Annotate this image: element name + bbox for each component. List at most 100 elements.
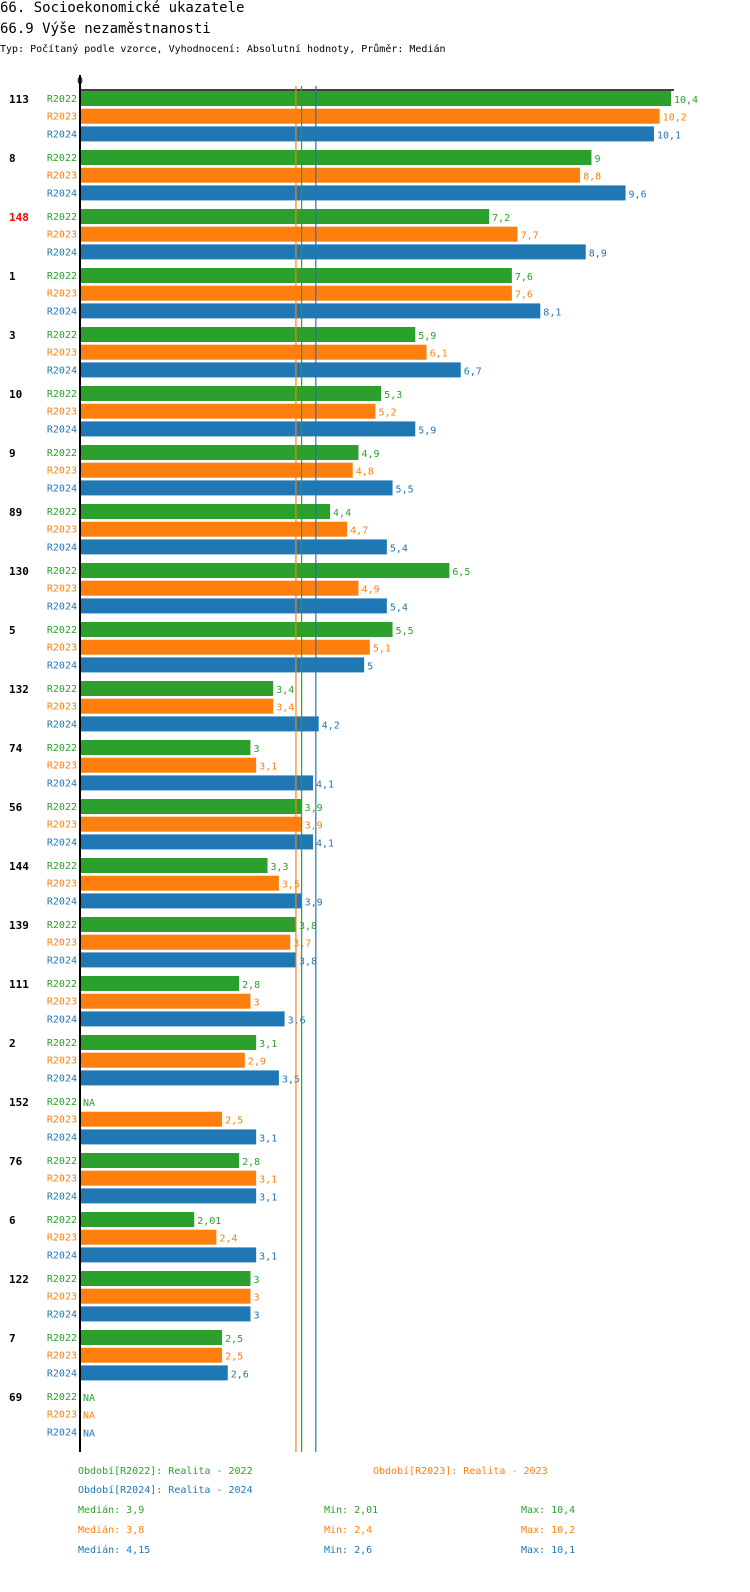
value-label: 2,01: [197, 1216, 221, 1227]
series-label: R2024: [47, 778, 77, 789]
group-label: 144: [9, 860, 29, 873]
bar-r2022: [80, 858, 268, 873]
series-label: R2024: [47, 306, 77, 317]
value-label: 5,4: [390, 602, 408, 613]
value-label: 5: [367, 661, 373, 672]
group-label: 10: [9, 388, 22, 401]
value-label: 3,8: [299, 956, 317, 967]
group-label: 76: [9, 1155, 23, 1168]
group-label: 8: [9, 152, 16, 165]
value-label: 3: [253, 1293, 259, 1304]
series-label: R2022: [47, 861, 77, 872]
value-label: 3,4: [276, 703, 294, 714]
series-label: R2022: [47, 1097, 77, 1108]
bar-r2023: [80, 1111, 223, 1127]
bar-r2023: [80, 1288, 251, 1304]
legend-min-r2023: Min: 2,4: [324, 1525, 373, 1536]
value-label: 3,1: [259, 1175, 277, 1186]
value-label: 5,5: [396, 484, 414, 495]
bar-r2023: [80, 1229, 217, 1245]
value-label: 2,5: [225, 1334, 243, 1345]
group-label: 56: [9, 801, 23, 814]
series-label: R2024: [47, 483, 77, 494]
bar-r2024: [80, 657, 365, 673]
value-label: 7,6: [515, 272, 533, 283]
bar-r2024: [80, 185, 626, 201]
value-label: 3,9: [305, 821, 323, 832]
group-label: 130: [9, 565, 29, 578]
value-label: 3,9: [305, 897, 323, 908]
series-label: R2024: [47, 837, 77, 848]
series-label: R2024: [47, 660, 77, 671]
value-label: 2,4: [219, 1234, 237, 1245]
value-label: 2,8: [242, 1157, 260, 1168]
group-label: 1: [9, 270, 16, 283]
group-label: 7: [9, 1332, 16, 1345]
bar-r2023: [80, 816, 302, 832]
bar-r2023: [80, 698, 274, 714]
bar-r2024: [80, 480, 393, 496]
bar-r2022: [80, 1330, 223, 1345]
legend-min-r2022: Min: 2,01: [324, 1505, 379, 1516]
group-label: 132: [9, 683, 29, 696]
series-label: R2024: [47, 247, 77, 258]
bar-r2022: [80, 445, 359, 460]
value-label: 2,8: [242, 980, 260, 991]
series-label: R2023: [47, 938, 77, 949]
bar-r2024: [80, 362, 461, 378]
bar-r2023: [80, 167, 581, 183]
value-label: 5,1: [373, 644, 391, 655]
value-label: 3,1: [259, 1039, 277, 1050]
bar-r2024: [80, 893, 302, 909]
series-label: R2023: [47, 171, 77, 182]
bar-r2023: [80, 226, 518, 242]
series-label: R2024: [47, 719, 77, 730]
bar-r2022: [80, 799, 302, 814]
group-label: 89: [9, 506, 22, 519]
series-label: R2022: [47, 625, 77, 636]
series-label: R2024: [47, 601, 77, 612]
value-label: 4,8: [356, 467, 374, 478]
legend-max-r2022: Max: 10,4: [521, 1505, 576, 1516]
group-label: 113: [9, 93, 29, 106]
series-label: R2022: [47, 920, 77, 931]
series-label: R2022: [47, 1333, 77, 1344]
series-label: R2023: [47, 230, 77, 241]
value-label: 10,1: [657, 130, 681, 141]
series-label: R2024: [47, 1014, 77, 1025]
series-label: R2022: [47, 1215, 77, 1226]
series-label: R2023: [47, 997, 77, 1008]
chart-description: Typ: Počítaný podle vzorce, Vyhodnocení:…: [0, 44, 446, 55]
value-label: 3,4: [276, 685, 294, 696]
bar-r2022: [80, 209, 490, 224]
series-label: R2023: [47, 643, 77, 654]
value-label: 3,1: [259, 762, 277, 773]
bar-r2022: [80, 150, 592, 165]
series-label: R2022: [47, 743, 77, 754]
bar-r2023: [80, 1347, 223, 1363]
series-label: R2024: [47, 1250, 77, 1261]
series-label: R2022: [47, 330, 77, 341]
value-label: 3,6: [288, 1015, 306, 1026]
bar-r2022: [80, 504, 331, 519]
page-header: 66. Socioekonomické ukazatele 66.9 Výše …: [0, 0, 750, 62]
value-label: 4,9: [361, 585, 379, 596]
legend-min-r2024: Min: 2,6: [324, 1545, 373, 1556]
series-label: R2023: [47, 702, 77, 713]
bar-r2023: [80, 934, 291, 950]
series-label: R2023: [47, 761, 77, 772]
series-label: R2023: [47, 879, 77, 890]
value-label: 3: [253, 1310, 259, 1321]
series-label: R2024: [47, 1368, 77, 1379]
bar-r2022: [80, 740, 251, 755]
series-label: R2024: [47, 955, 77, 966]
bar-r2024: [80, 1011, 285, 1027]
bar-r2022: [80, 1035, 257, 1050]
value-label: 6,1: [430, 349, 448, 360]
series-label: R2024: [47, 1309, 77, 1320]
series-label: R2022: [47, 271, 77, 282]
value-label: 2,5: [225, 1116, 243, 1127]
bar-r2024: [80, 598, 387, 614]
group-label: 69: [9, 1391, 22, 1404]
legend-median-r2023: Medián: 3,8: [78, 1525, 145, 1536]
